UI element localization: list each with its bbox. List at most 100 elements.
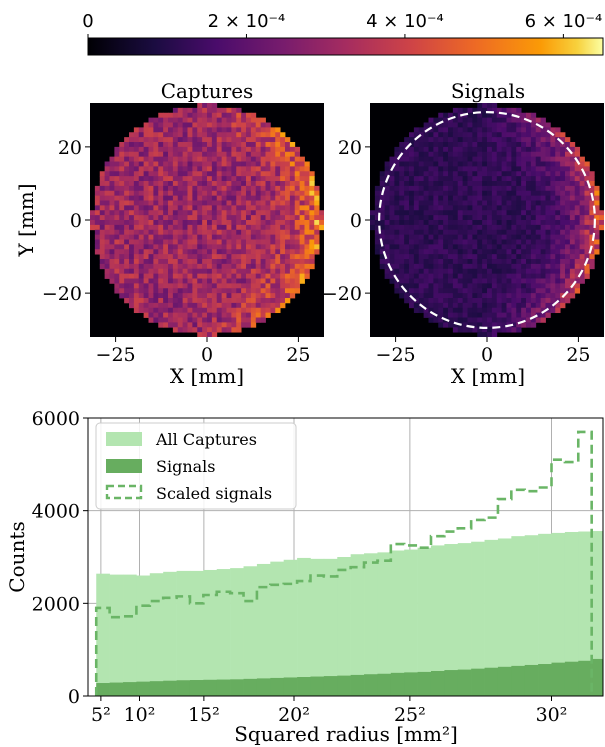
heatmap-cell <box>589 234 595 240</box>
heatmap-cell <box>506 259 512 265</box>
heatmap-cell <box>565 288 571 294</box>
heatmap-cell <box>526 229 532 236</box>
heatmap-cell <box>511 263 517 270</box>
heatmap-cell <box>560 200 566 206</box>
heatmap-cell <box>246 127 252 133</box>
heatmap-cell <box>472 244 478 250</box>
heatmap-cell <box>579 156 585 162</box>
heatmap-cell <box>526 146 532 153</box>
heatmap-cell <box>535 161 542 167</box>
heatmap-cell <box>172 195 179 201</box>
heatmap-cell <box>119 244 125 250</box>
heatmap-cell <box>197 278 203 284</box>
heatmap-cell <box>260 166 266 172</box>
heatmap-cell <box>521 298 527 304</box>
heatmap-cell <box>535 244 542 250</box>
heatmap-cell <box>163 263 169 270</box>
heatmap-cell <box>389 259 395 265</box>
heatmap-cell <box>501 215 507 221</box>
heatmap-cell <box>394 185 400 192</box>
heatmap-cell <box>202 132 208 138</box>
heatmap-cell <box>216 107 223 114</box>
heatmap-cell <box>236 122 242 128</box>
heatmap-cell <box>124 161 130 167</box>
heatmap-cell <box>443 234 449 240</box>
heatmap-cell <box>265 132 271 138</box>
heatmap-cell <box>477 151 483 158</box>
heatmap-cell <box>579 278 585 284</box>
heatmap-cell <box>163 239 169 245</box>
heatmap-cell <box>138 234 145 240</box>
heatmap-cell <box>172 298 179 304</box>
heatmap-cell <box>530 322 537 328</box>
heatmap-cell <box>172 181 179 187</box>
heatmap-cell <box>506 307 512 314</box>
heatmap-cell <box>119 239 125 245</box>
signals-bar <box>297 677 311 696</box>
heatmap-cell <box>496 263 503 270</box>
heatmap-cell <box>526 156 532 162</box>
all-captures-bar <box>109 574 124 696</box>
heatmap-cell <box>506 215 512 221</box>
heatmap-cell <box>448 185 454 192</box>
heatmap-cell <box>207 307 213 314</box>
heatmap-cell <box>197 190 203 197</box>
heatmap-cell <box>501 327 507 333</box>
heatmap-cell <box>211 229 218 236</box>
heatmap-cell <box>535 142 542 148</box>
heatmap-cell <box>250 307 257 314</box>
heatmap-cell <box>119 176 125 182</box>
heatmap-cell <box>163 288 169 294</box>
heatmap-cell <box>413 254 420 260</box>
heatmap-cell <box>511 137 517 143</box>
heatmap-cell <box>246 205 252 211</box>
heatmap-cell <box>304 215 310 221</box>
heatmap-cell <box>187 283 193 289</box>
heatmap-cell <box>428 307 434 314</box>
heatmap-cell <box>487 278 493 284</box>
heatmap-cell <box>477 107 483 114</box>
heatmap-cell <box>448 312 454 318</box>
heatmap-cell <box>574 215 581 221</box>
heatmap-cell <box>521 166 527 172</box>
heatmap-cell <box>438 288 444 294</box>
heatmap-cell <box>241 307 247 314</box>
heatmap-cell <box>477 327 483 333</box>
heatmap-cell <box>163 127 169 133</box>
heatmap-cell <box>477 166 483 172</box>
heatmap-cell <box>501 137 507 143</box>
heatmap-cell <box>565 200 571 206</box>
heatmap-cell <box>555 273 561 279</box>
heatmap-cell <box>114 185 120 192</box>
heatmap-cell <box>545 307 551 314</box>
heatmap-cell <box>285 254 291 260</box>
heatmap-cell <box>294 263 301 270</box>
heatmap-cell <box>275 156 281 162</box>
heatmap-cell <box>438 195 444 201</box>
heatmap-cell <box>443 156 449 162</box>
heatmap-cell <box>236 312 242 318</box>
heatmap-cell <box>211 332 218 337</box>
heatmap-cell <box>467 322 473 328</box>
heatmap-cell <box>299 229 305 236</box>
heatmap-cell <box>448 322 454 328</box>
heatmap-cell <box>221 229 227 236</box>
heatmap-cell <box>545 259 551 265</box>
heatmap-cell <box>511 195 517 201</box>
heatmap-cell <box>521 181 527 187</box>
heatmap-cell <box>404 210 410 216</box>
heatmap-cell <box>158 146 164 153</box>
heatmap-cell <box>491 317 498 323</box>
heatmap-cell <box>216 137 223 143</box>
heatmap-cell <box>418 171 425 177</box>
heatmap-cell <box>413 156 420 162</box>
heatmap-cell <box>202 107 208 114</box>
heatmap-cell <box>496 210 503 216</box>
heatmap-cell <box>148 176 154 182</box>
heatmap-cell <box>114 190 120 197</box>
heatmap-cell <box>555 210 561 216</box>
heatmap-cell <box>255 224 262 231</box>
heatmap-cell <box>124 185 130 192</box>
heatmap-cell <box>129 190 135 197</box>
heatmap-cell <box>443 244 449 250</box>
